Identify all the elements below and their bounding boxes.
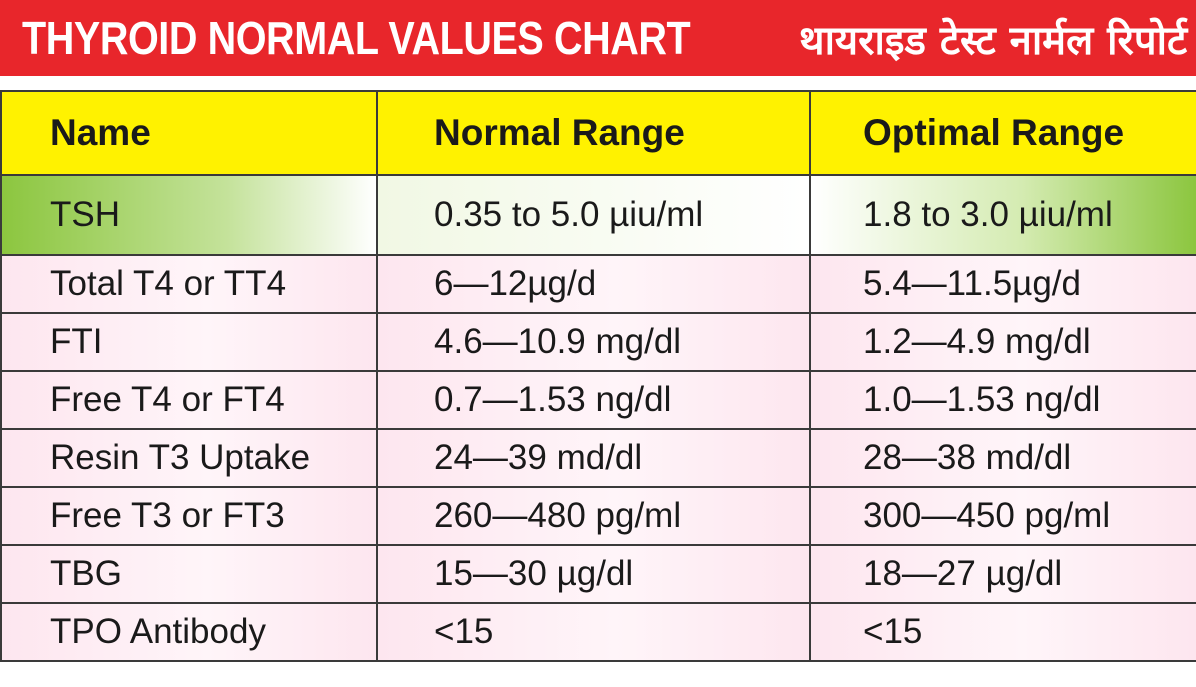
cell-optimal-range: 1.8 to 3.0 µiu/ml <box>809 174 1196 256</box>
cell-normal-range: 15—30 µg/dl <box>376 544 811 604</box>
table-row-free-t4: Free T4 or FT4 0.7—1.53 ng/dl 1.0—1.53 n… <box>0 370 1196 430</box>
cell-name: FTI <box>0 312 378 372</box>
cell-name: Resin T3 Uptake <box>0 428 378 488</box>
cell-name: TSH <box>0 174 378 256</box>
cell-optimal-range: 5.4—11.5µg/d <box>809 254 1196 314</box>
cell-normal-range: 24—39 md/dl <box>376 428 811 488</box>
cell-optimal-range: 28—38 md/dl <box>809 428 1196 488</box>
cell-optimal-range: 18—27 µg/dl <box>809 544 1196 604</box>
cell-normal-range: 0.7—1.53 ng/dl <box>376 370 811 430</box>
cell-name: TPO Antibody <box>0 602 378 662</box>
table-row-tpo-antibody: TPO Antibody <15 <15 <box>0 602 1196 662</box>
table-row-tbg: TBG 15—30 µg/dl 18—27 µg/dl <box>0 544 1196 604</box>
cell-optimal-range: 1.0—1.53 ng/dl <box>809 370 1196 430</box>
cell-normal-range: 4.6—10.9 mg/dl <box>376 312 811 372</box>
cell-normal-range: <15 <box>376 602 811 662</box>
table-row-tsh: TSH 0.35 to 5.0 µiu/ml 1.8 to 3.0 µiu/ml <box>0 174 1196 256</box>
column-header-optimal-range: Optimal Range <box>809 90 1196 176</box>
cell-optimal-range: 1.2—4.9 mg/dl <box>809 312 1196 372</box>
cell-normal-range: 0.35 to 5.0 µiu/ml <box>376 174 811 256</box>
cell-optimal-range: 300—450 pg/ml <box>809 486 1196 546</box>
title-banner: THYROID NORMAL VALUES CHART थायराइड टेस्… <box>0 0 1196 76</box>
cell-optimal-range: <15 <box>809 602 1196 662</box>
column-header-name: Name <box>0 90 378 176</box>
cell-name: Free T3 or FT3 <box>0 486 378 546</box>
column-header-normal-range: Normal Range <box>376 90 811 176</box>
table-row-fti: FTI 4.6—10.9 mg/dl 1.2—4.9 mg/dl <box>0 312 1196 372</box>
chart-title-hindi: थायराइड टेस्ट नार्मल रिपोर्ट <box>799 17 1188 64</box>
thyroid-values-table: Name Normal Range Optimal Range TSH 0.35… <box>0 90 1196 662</box>
cell-normal-range: 260—480 pg/ml <box>376 486 811 546</box>
cell-normal-range: 6—12µg/d <box>376 254 811 314</box>
table-header-row: Name Normal Range Optimal Range <box>0 90 1196 176</box>
thyroid-values-table-wrapper: Name Normal Range Optimal Range TSH 0.35… <box>0 90 1196 687</box>
cell-name: Total T4 or TT4 <box>0 254 378 314</box>
table-row-resin-t3-uptake: Resin T3 Uptake 24—39 md/dl 28—38 md/dl <box>0 428 1196 488</box>
chart-title-english: THYROID NORMAL VALUES CHART <box>22 12 691 64</box>
table-row-free-t3: Free T3 or FT3 260—480 pg/ml 300—450 pg/… <box>0 486 1196 546</box>
table-row-total-t4: Total T4 or TT4 6—12µg/d 5.4—11.5µg/d <box>0 254 1196 314</box>
cell-name: Free T4 or FT4 <box>0 370 378 430</box>
cell-name: TBG <box>0 544 378 604</box>
